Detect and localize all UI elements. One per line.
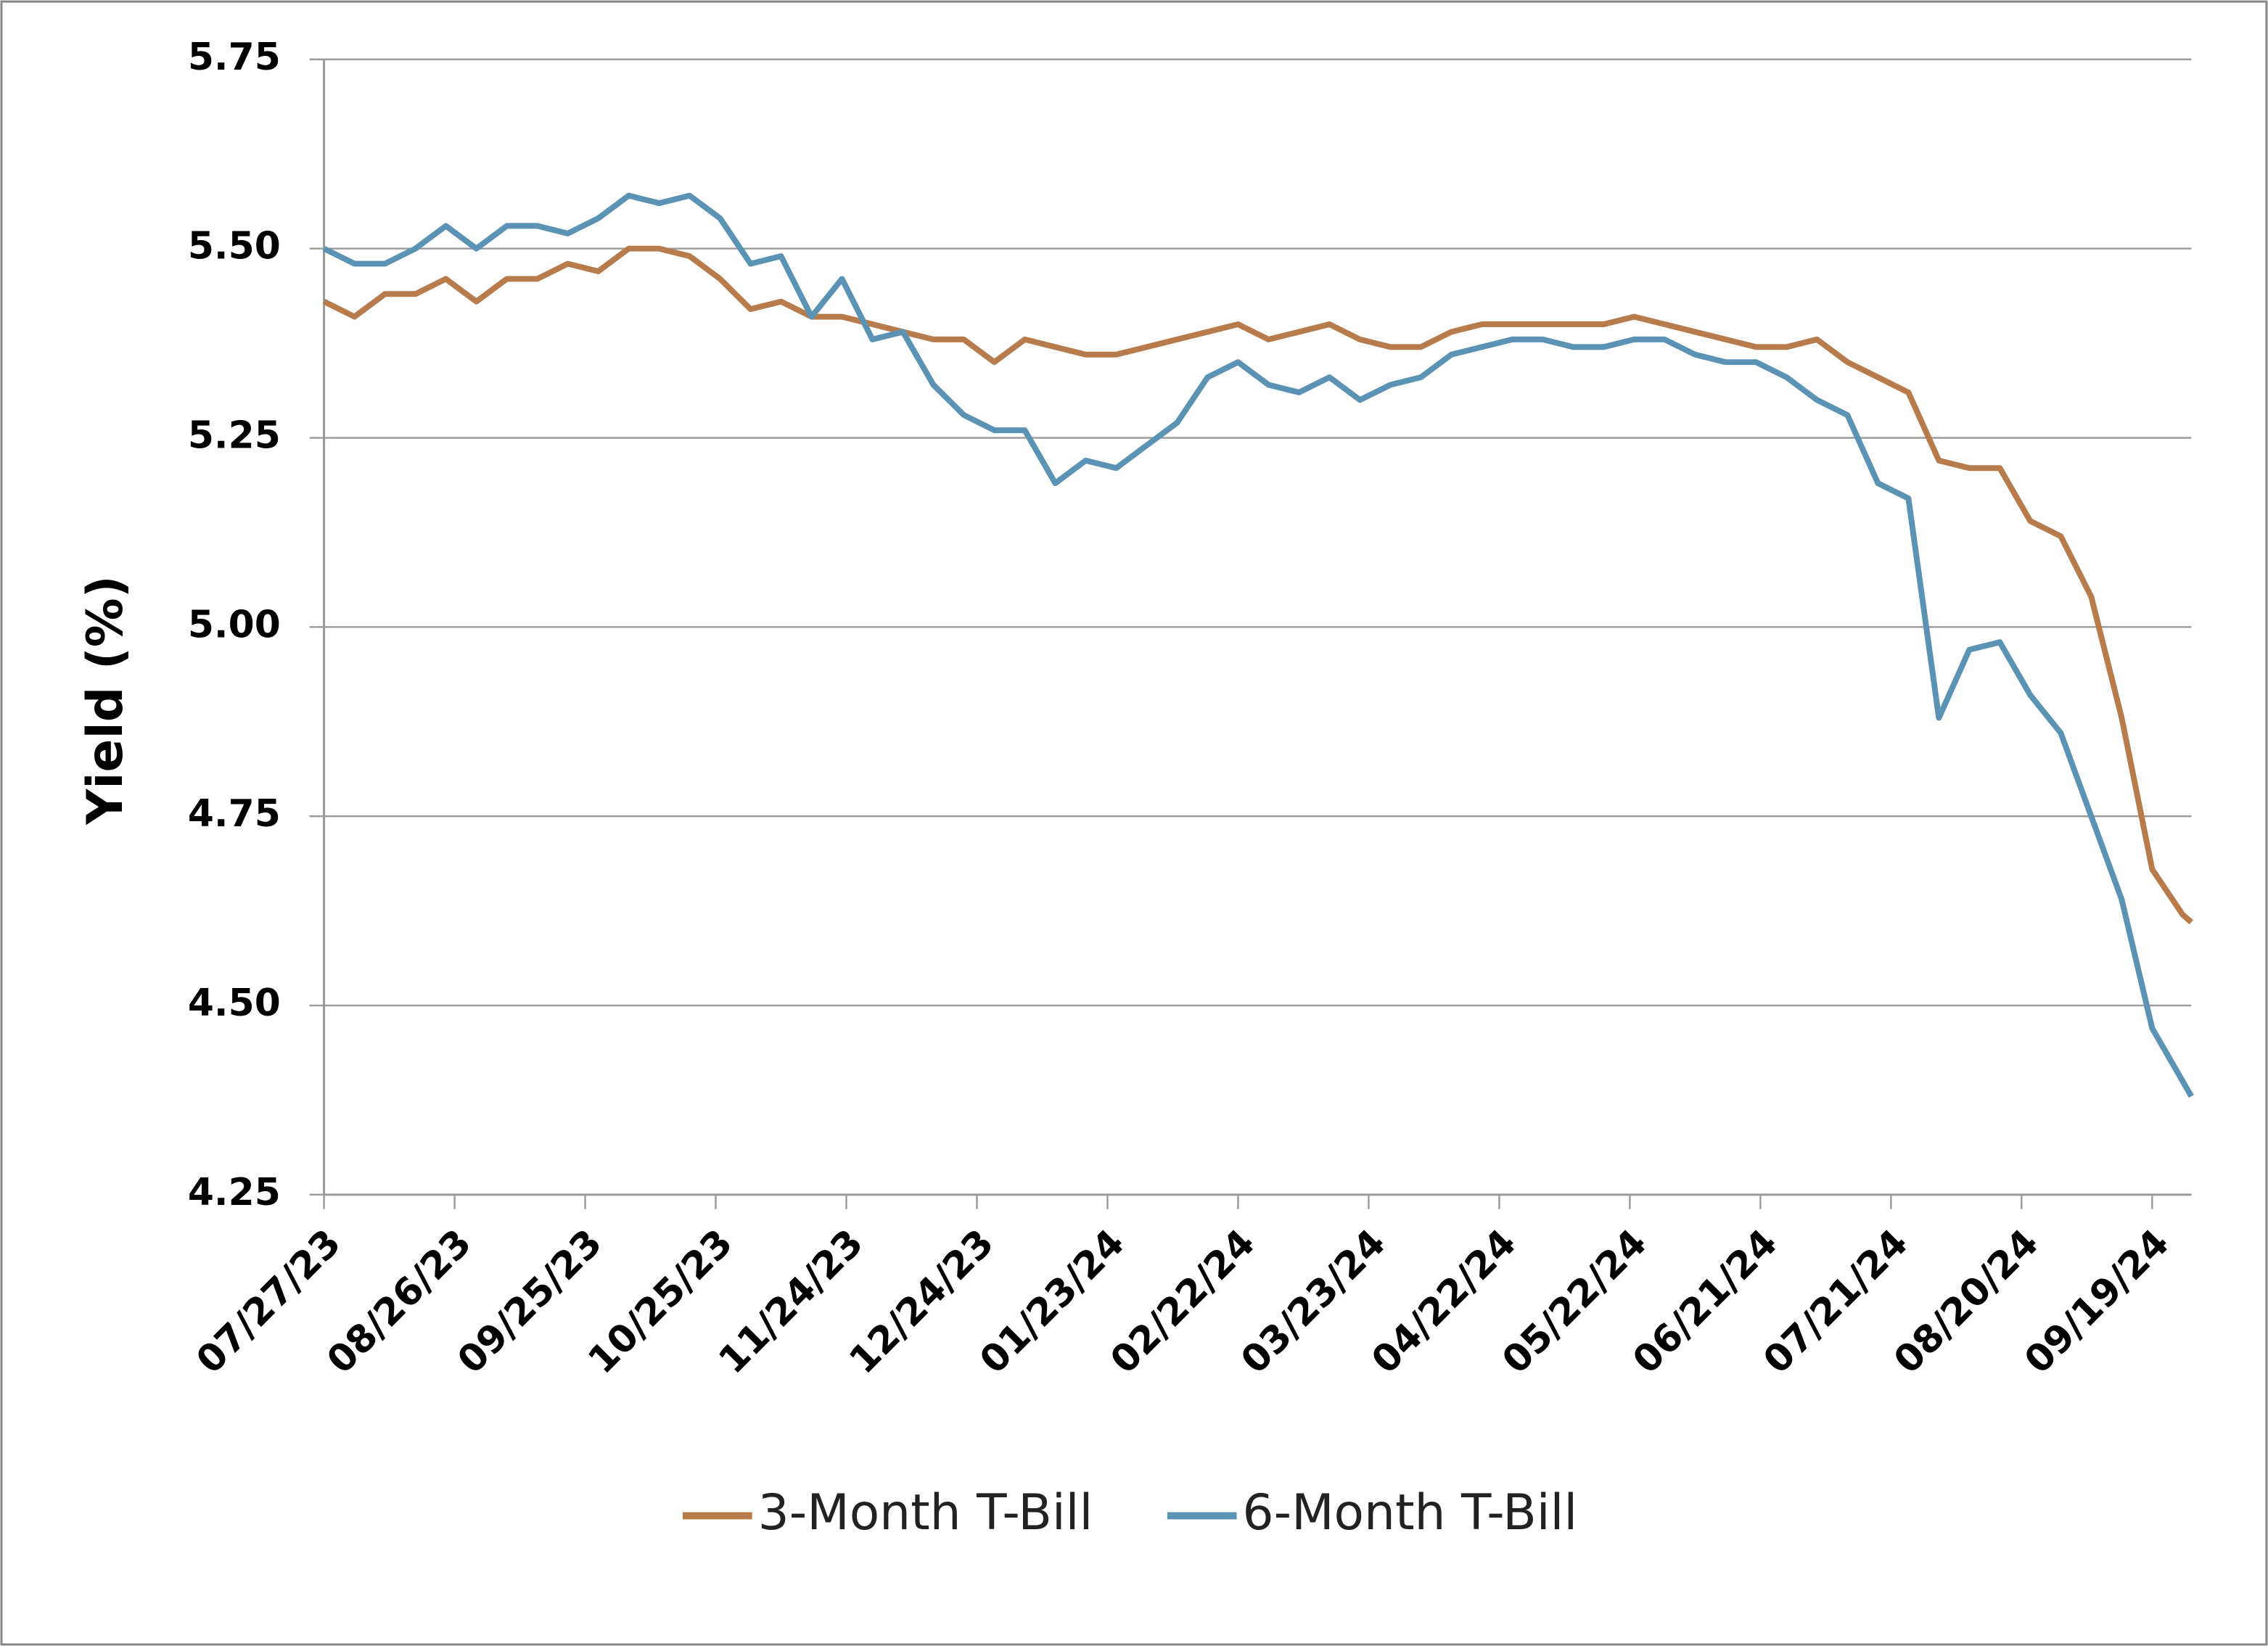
legend-label: 6-Month T-Bill [1243, 1484, 1578, 1541]
legend-label: 3-Month T-Bill [758, 1484, 1093, 1541]
y-tick-label: 4.25 [188, 1171, 281, 1214]
y-tick-label: 4.50 [188, 982, 281, 1025]
series-line [322, 245, 2193, 925]
legend-item: 3-Month T-Bill [682, 1484, 1093, 1541]
y-tick-label: 5.50 [188, 225, 281, 268]
y-tick-label: 4.75 [188, 792, 281, 836]
y-tick-label: 5.00 [188, 603, 281, 646]
series-line [322, 192, 2194, 1098]
y-axis-label: Yield (%) [76, 575, 133, 825]
y-tick-label: 5.75 [188, 36, 281, 79]
legend-item: 6-Month T-Bill [1167, 1484, 1577, 1541]
y-tick-label: 5.25 [188, 414, 281, 458]
